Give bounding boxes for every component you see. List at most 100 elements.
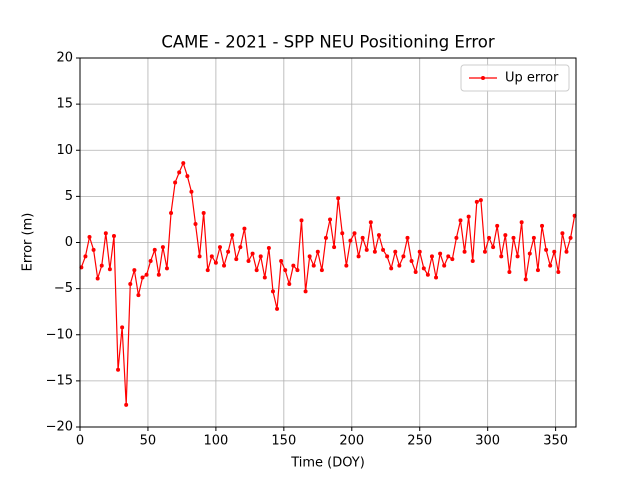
data-point: [258, 254, 263, 259]
data-point: [487, 235, 492, 240]
data-point: [254, 268, 259, 273]
data-point: [246, 258, 251, 263]
data-point: [372, 249, 377, 254]
data-point: [450, 257, 455, 262]
data-point: [283, 268, 288, 273]
data-point: [446, 254, 451, 259]
data-point: [376, 233, 381, 238]
data-point: [222, 263, 227, 268]
data-point: [495, 223, 500, 228]
data-point: [193, 222, 198, 227]
data-point: [124, 402, 129, 407]
data-point: [454, 235, 459, 240]
data-point: [356, 254, 361, 259]
data-point: [332, 245, 337, 250]
data-point: [503, 233, 508, 238]
legend-label: Up error: [505, 71, 559, 86]
y-tick-label: 20: [56, 51, 73, 66]
data-point: [148, 258, 153, 263]
data-point: [507, 270, 512, 275]
y-tick-label: 10: [56, 143, 73, 158]
data-point: [393, 249, 398, 254]
data-point: [336, 196, 341, 201]
data-point: [160, 245, 165, 250]
data-point: [429, 254, 434, 259]
data-point: [209, 254, 214, 259]
data-point: [438, 251, 443, 256]
data-point: [434, 275, 439, 280]
data-point: [568, 235, 573, 240]
data-point: [181, 161, 186, 166]
data-point: [344, 263, 349, 268]
data-point: [519, 220, 524, 225]
data-point: [116, 367, 121, 372]
data-point: [319, 268, 324, 273]
data-point: [250, 251, 255, 256]
data-point: [499, 254, 504, 259]
data-point: [213, 260, 218, 265]
y-tick-label: −20: [46, 420, 73, 435]
data-point: [531, 235, 536, 240]
x-tick-label: 150: [271, 434, 296, 449]
y-tick-label: −5: [54, 281, 73, 296]
y-tick-label: 15: [56, 97, 73, 112]
data-point: [177, 170, 182, 175]
data-point: [205, 268, 210, 273]
data-point: [201, 210, 206, 215]
data-point: [152, 247, 157, 252]
data-point: [409, 258, 414, 263]
data-point: [462, 249, 467, 254]
data-point: [242, 226, 247, 231]
plot-frame: [79, 57, 577, 428]
data-point: [368, 220, 373, 225]
x-tick-label: 250: [407, 434, 432, 449]
data-point: [95, 276, 100, 281]
data-point: [136, 293, 141, 298]
x-tick-label: 350: [543, 434, 568, 449]
data-point: [442, 263, 447, 268]
data-point: [91, 247, 96, 252]
data-point: [173, 180, 178, 185]
data-point: [217, 245, 222, 250]
data-point: [266, 246, 271, 251]
data-point: [360, 235, 365, 240]
data-point: [348, 238, 353, 243]
x-tick-label: 50: [140, 434, 157, 449]
y-axis-label: Error (m): [21, 213, 36, 272]
data-point: [111, 234, 116, 239]
data-point: [185, 174, 190, 179]
x-axis-label: Time (DOY): [290, 456, 365, 471]
x-tick-label: 300: [475, 434, 500, 449]
data-point: [103, 231, 108, 236]
data-point: [315, 249, 320, 254]
data-point: [169, 210, 174, 215]
data-point: [540, 223, 545, 228]
data-point: [287, 282, 292, 287]
data-point: [564, 249, 569, 254]
x-tick-label: 100: [203, 434, 228, 449]
data-point: [527, 251, 532, 256]
data-point: [83, 254, 88, 259]
data-point: [226, 249, 231, 254]
data-point: [470, 258, 475, 263]
data-point: [523, 277, 528, 282]
data-point: [340, 231, 345, 236]
data-point: [156, 272, 161, 277]
data-point: [425, 272, 430, 277]
data-point: [132, 268, 137, 273]
data-point: [107, 267, 112, 272]
data-point: [230, 233, 235, 238]
data-point: [397, 263, 402, 268]
data-point: [295, 268, 300, 273]
data-point: [87, 234, 92, 239]
chart-title: CAME - 2021 - SPP NEU Positioning Error: [161, 33, 494, 52]
data-point: [548, 263, 553, 268]
data-point: [234, 257, 239, 262]
data-point: [556, 270, 561, 275]
data-point: [140, 275, 145, 280]
data-point: [303, 289, 308, 294]
y-tick-label: 5: [65, 189, 73, 204]
data-point: [417, 249, 422, 254]
data-point: [511, 235, 516, 240]
